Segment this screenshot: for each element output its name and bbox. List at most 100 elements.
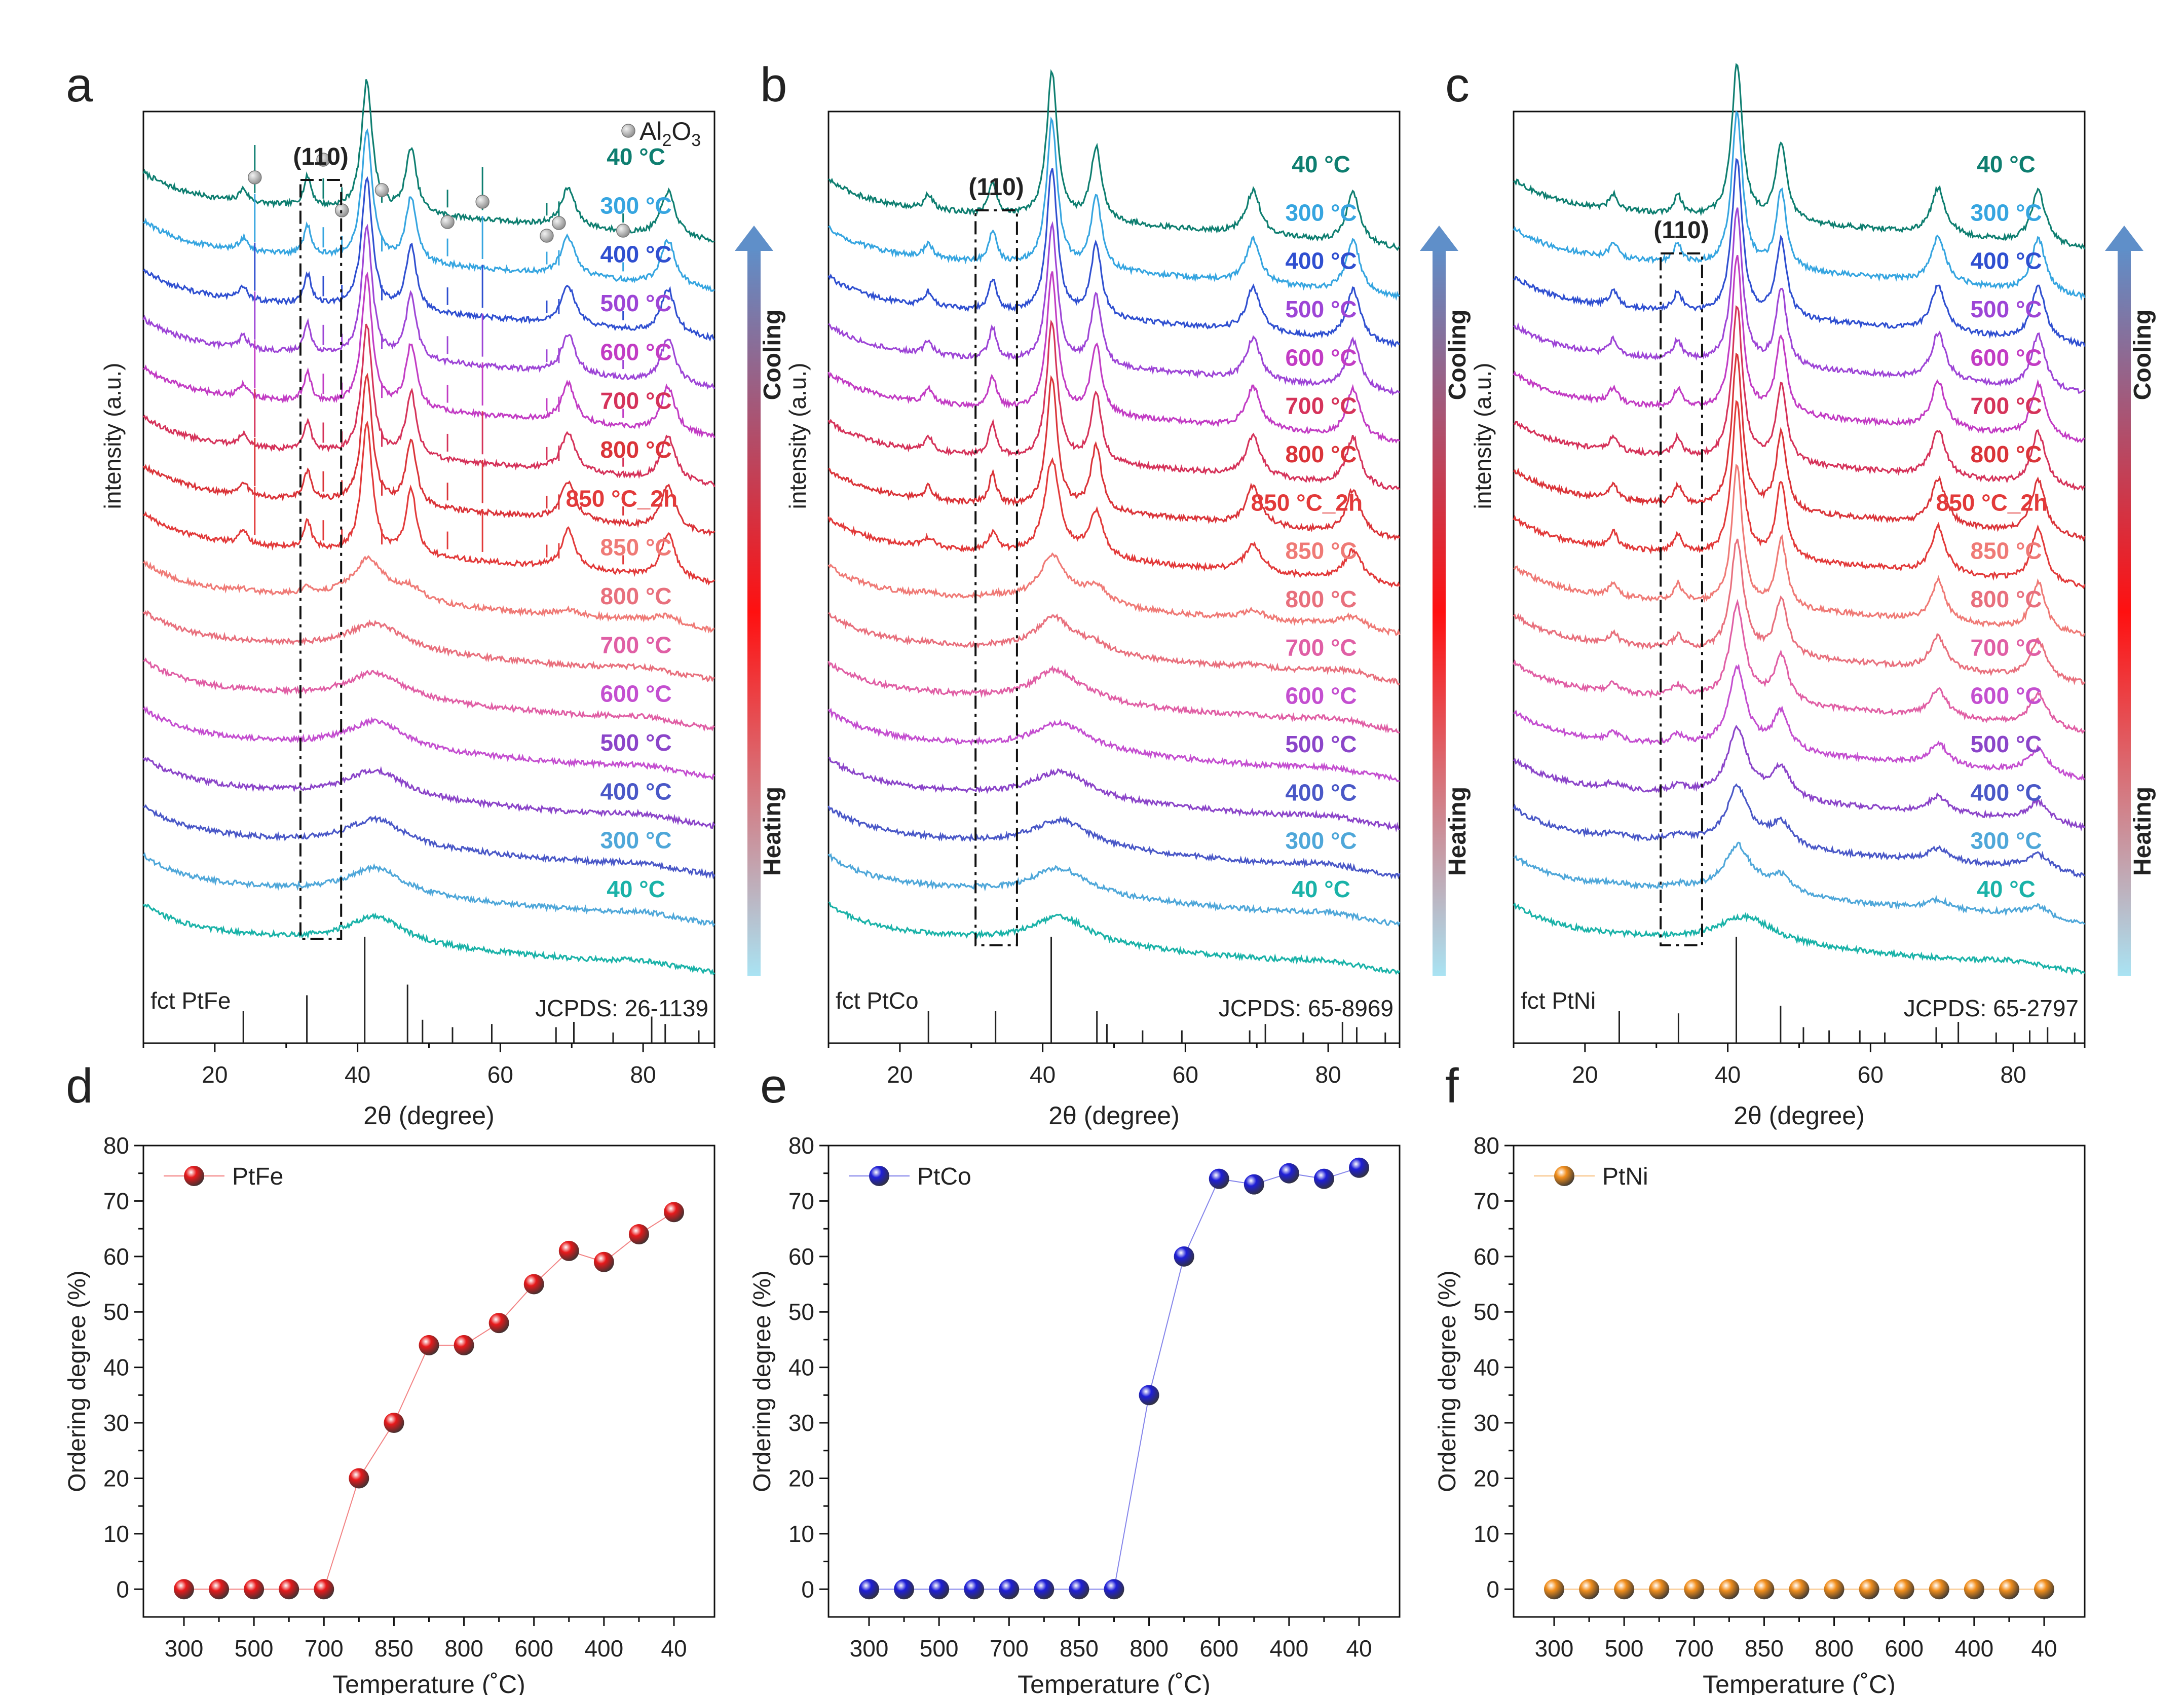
x-tick-label: 500 [235, 1635, 274, 1662]
al2o3-marker [248, 170, 262, 185]
legend-label: PtCo [917, 1163, 971, 1190]
spectrum-line [828, 116, 1400, 301]
data-point [1104, 1579, 1124, 1600]
series-label: 400 °C [1970, 779, 2042, 805]
spectrum-line [827, 168, 1400, 348]
series-label: 300 °C [1285, 828, 1357, 854]
series-label: 800 °C [1970, 586, 2042, 612]
data-point [999, 1579, 1020, 1600]
spectrum-line [1513, 902, 2086, 976]
y-tick-label: 50 [788, 1299, 814, 1325]
series-label: 400 °C [600, 778, 671, 804]
spectrum-line [828, 221, 1400, 396]
plot-frame [1513, 1145, 2086, 1618]
data-point [454, 1335, 474, 1355]
xrd-panel-b: b 20 40 60 80 2θ (degree) intensity (a.u.) fct … [760, 58, 1471, 1130]
reference-label: fct PtNi [1521, 987, 1596, 1014]
data-point [1209, 1168, 1229, 1189]
ordering-panel-f: f 0 10 20 30 40 50 60 70 80 300 500 700 850 800 600 400 4… [1434, 1059, 2086, 1695]
x-tick-label: 850 [374, 1635, 413, 1662]
spectrum-line [1513, 63, 2086, 250]
peak-110-box [299, 179, 343, 940]
data-point [314, 1579, 334, 1600]
y-tick-label: 0 [1486, 1576, 1499, 1602]
series-label: 800 °C [1285, 441, 1357, 467]
jcpds-label: JCPDS: 65-2797 [1904, 995, 2079, 1021]
x-tick-label: 40 [661, 1635, 687, 1662]
y-tick-label: 30 [1474, 1410, 1499, 1436]
spectrum-line [142, 373, 716, 537]
y-tick-label: 80 [103, 1132, 129, 1159]
x-tick-label: 80 [2001, 1061, 2026, 1088]
legend-label: PtNi [1602, 1163, 1648, 1190]
y-tick-label: 60 [103, 1243, 129, 1270]
spectrum-line [1513, 538, 2086, 685]
al2o3-marker [316, 153, 330, 167]
x-tick-label: 400 [1954, 1635, 1993, 1662]
x-axis-label: Temperature (˚C) [1703, 1670, 1896, 1695]
y-tick-label: 30 [103, 1410, 129, 1436]
x-tick-label: 300 [165, 1635, 204, 1662]
spectrum-line [828, 375, 1401, 541]
x-tick-label: 800 [1815, 1635, 1854, 1662]
x-tick-label: 40 [1030, 1061, 1056, 1088]
series-label: 600 °C [1970, 344, 2042, 371]
plot-frame [827, 1145, 1401, 1618]
data-point [1244, 1174, 1264, 1195]
series-label: 700 °C [600, 632, 671, 658]
series-label: 700 °C [1970, 634, 2042, 660]
series-label: 700 °C [600, 388, 671, 414]
temperature-arrow-head [2105, 226, 2143, 251]
y-axis-label: Ordering degree (%) [749, 1270, 776, 1492]
spectrum-line [827, 708, 1400, 783]
series-label: 500 °C [1285, 731, 1357, 757]
series-label: 600 °C [1285, 683, 1357, 709]
x-tick-label: 700 [990, 1635, 1029, 1662]
al2o3-marker [540, 229, 554, 243]
panel-letter: a [66, 58, 93, 112]
spectrum-line [1513, 724, 2085, 832]
spectrum-line [827, 805, 1401, 879]
panel-letter: e [760, 1059, 787, 1113]
spectrum-line [1513, 783, 2085, 878]
data-point [1999, 1579, 2019, 1600]
al2o3-marker [440, 215, 455, 229]
series-label: 400 °C [1970, 248, 2042, 274]
data-point [1544, 1579, 1564, 1600]
x-tick-label: 20 [887, 1061, 913, 1088]
series-label: 40 °C [607, 876, 665, 902]
data-point [1824, 1579, 1844, 1600]
reference-label: fct PtCo [836, 987, 919, 1014]
series-label: 40 °C [1292, 151, 1350, 177]
spectrum-line [143, 271, 716, 438]
spectrum-line [1513, 254, 2085, 444]
ordering-panel-e: e 0 10 20 30 40 50 60 70 80 300 500 700 850 800 600 400 4… [749, 1059, 1401, 1695]
y-tick-label: 10 [1474, 1521, 1499, 1547]
series-label: 500 °C [1970, 731, 2042, 757]
y-tick-label: 80 [788, 1132, 814, 1159]
series-label: 700 °C [1285, 634, 1357, 660]
x-tick-label: 60 [1858, 1061, 1884, 1088]
data-point [419, 1335, 439, 1355]
series-label: 40 °C [1977, 151, 2036, 177]
x-tick-label: 40 [345, 1061, 370, 1088]
series-label: 800 °C [1970, 441, 2042, 467]
panel-letter: d [66, 1059, 93, 1113]
series-line [869, 1167, 1360, 1590]
spectrum-line [827, 319, 1401, 490]
spectrum-line [1513, 463, 2086, 637]
spectrum-line [142, 706, 716, 781]
data-point [664, 1202, 684, 1223]
y-tick-label: 20 [103, 1465, 129, 1491]
y-tick-label: 70 [788, 1188, 814, 1214]
series-label: 500 °C [600, 729, 671, 756]
series-label: 600 °C [1970, 683, 2042, 709]
x-tick-label: 800 [444, 1635, 483, 1662]
peak-110-label: (110) [968, 174, 1024, 201]
temperature-arrow [2118, 248, 2131, 976]
x-tick-label: 60 [1173, 1061, 1198, 1088]
x-tick-label: 600 [1199, 1635, 1238, 1662]
series-label: 700 °C [1970, 393, 2042, 419]
y-tick-label: 50 [1474, 1299, 1499, 1325]
